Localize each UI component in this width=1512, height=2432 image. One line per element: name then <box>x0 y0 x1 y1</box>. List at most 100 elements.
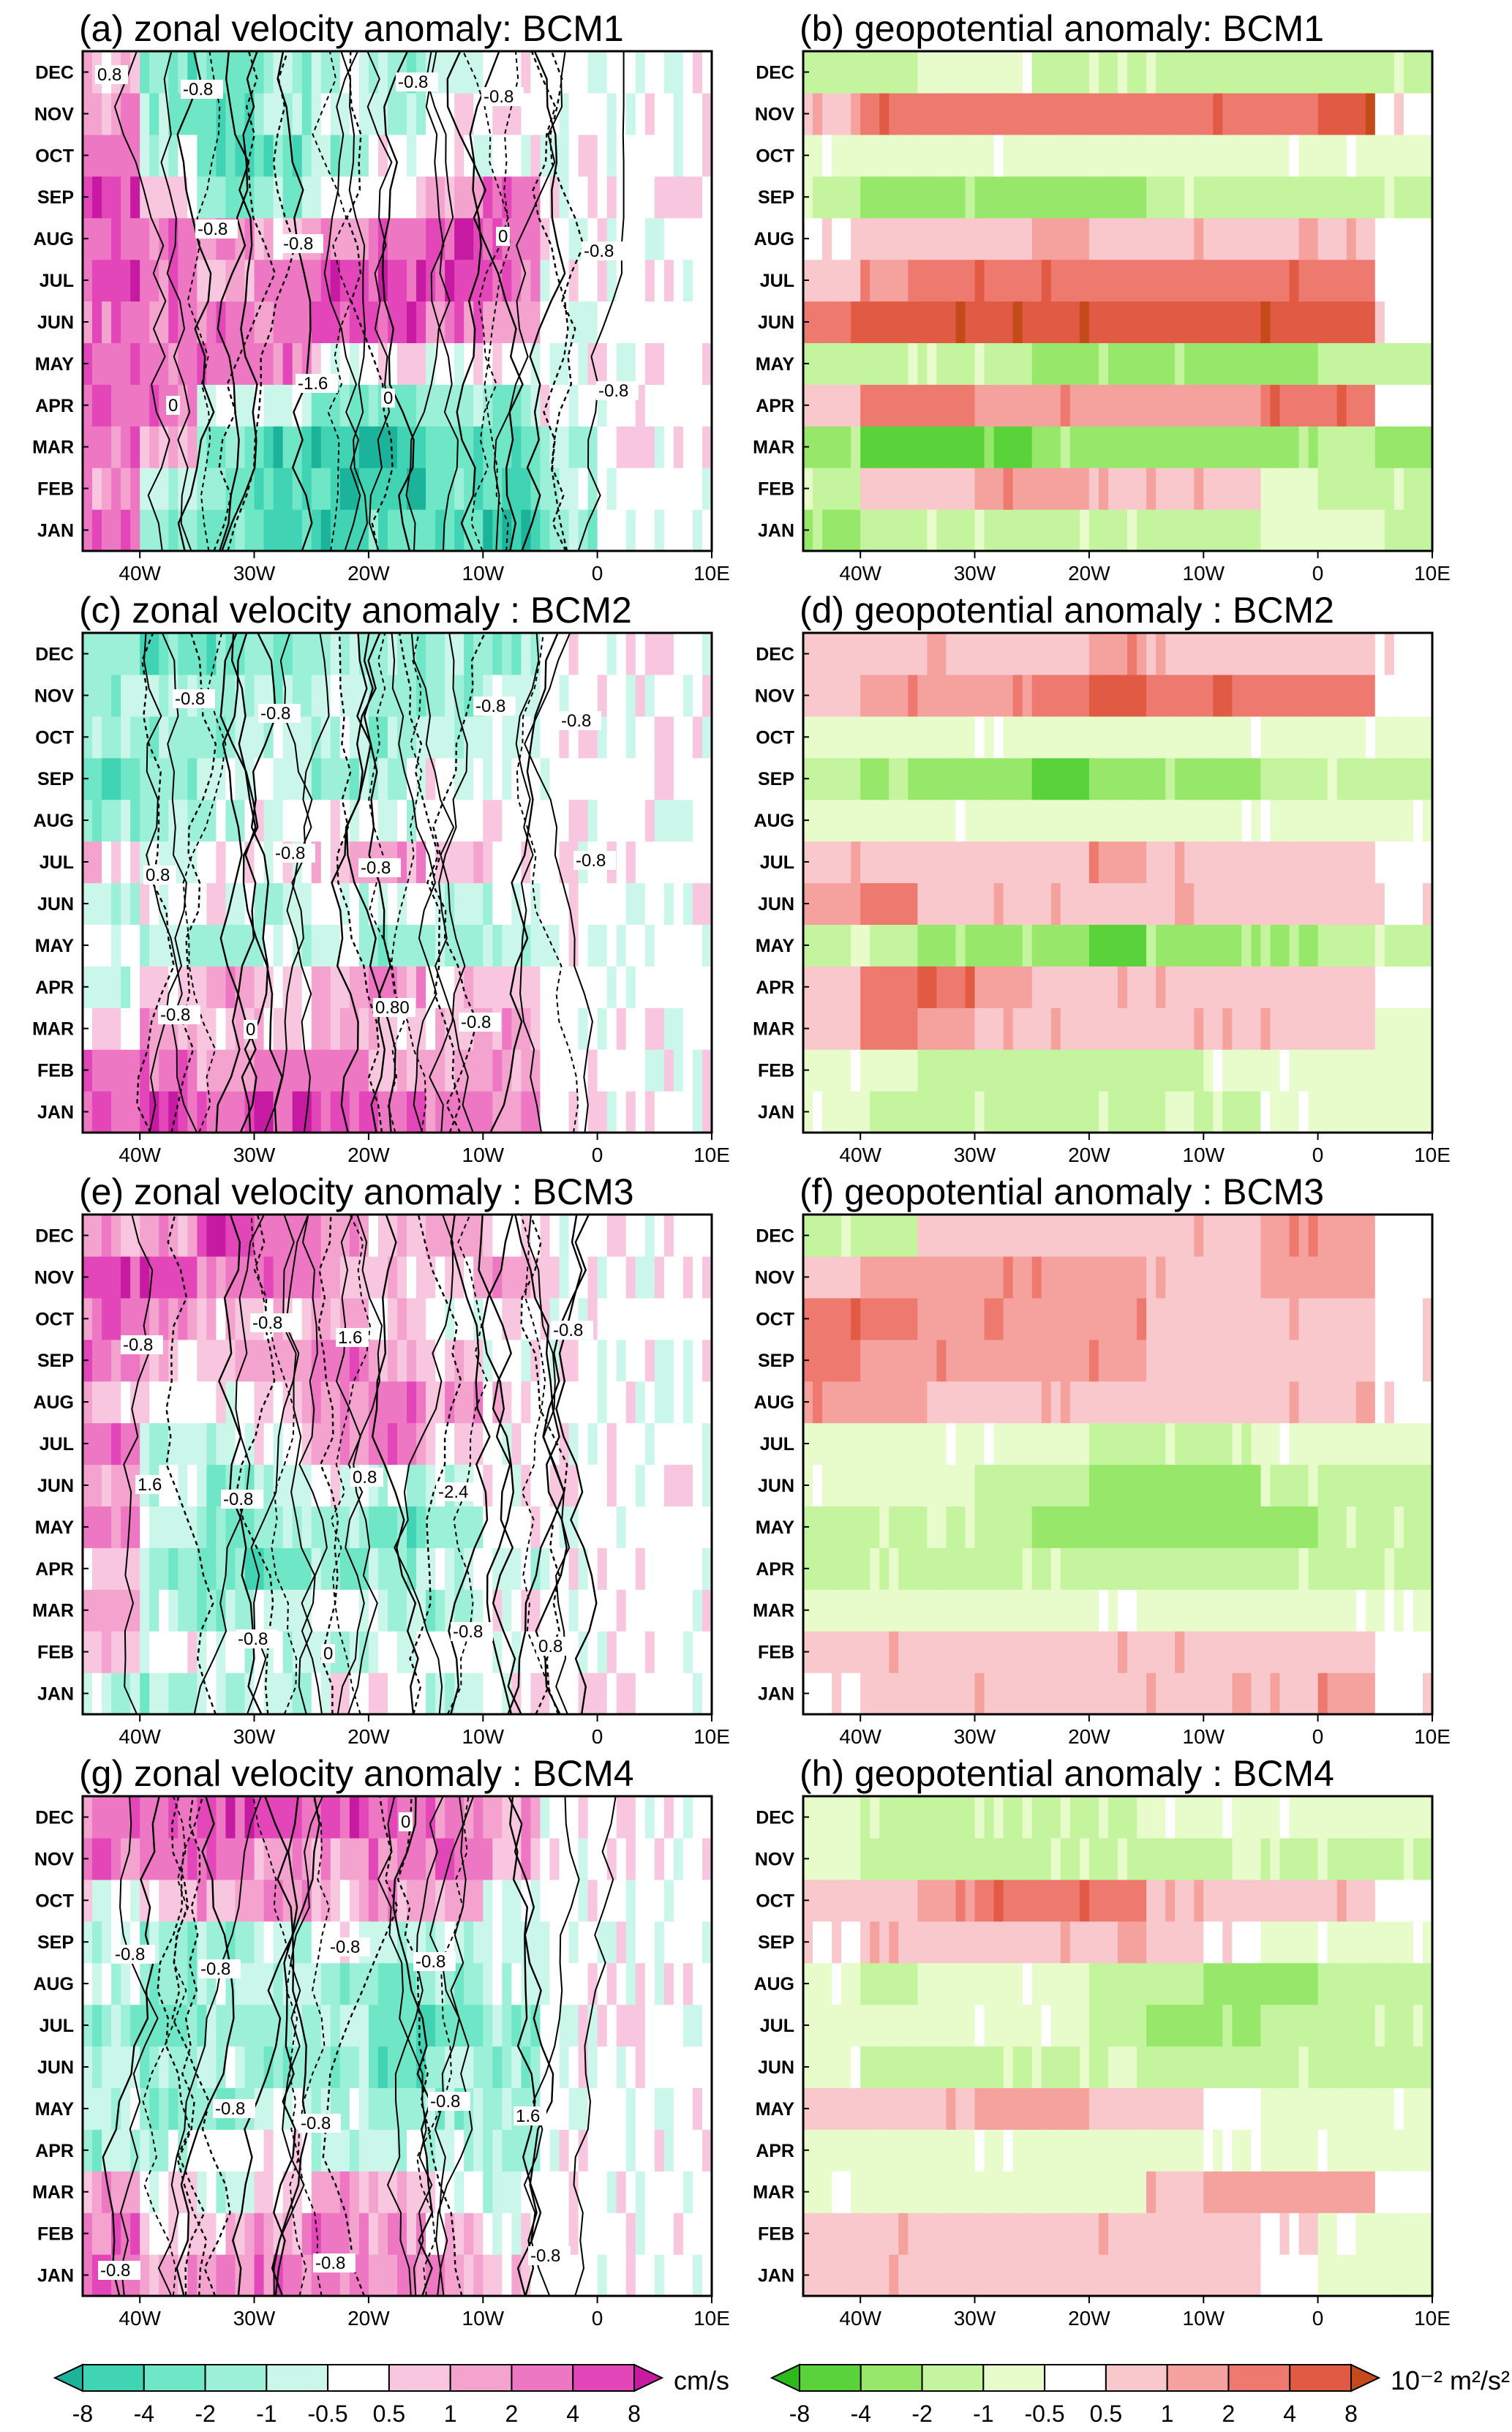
heat-cell <box>530 92 541 135</box>
heat-cell <box>1232 1091 1242 1133</box>
heat-cell <box>1336 1464 1347 1507</box>
heat-cell <box>1146 1589 1156 1632</box>
heat-cell <box>387 757 398 800</box>
heat-cell <box>1270 1506 1281 1548</box>
heat-cell <box>1175 799 1185 842</box>
heat-cell <box>387 1673 398 1715</box>
heat-cell <box>1355 509 1366 552</box>
heat-cell <box>1012 1381 1023 1424</box>
heat-cell <box>1374 1297 1385 1340</box>
heat-cell <box>889 1381 899 1424</box>
heat-cell <box>1184 882 1195 926</box>
heat-cell <box>159 1381 169 1424</box>
heat-cell <box>244 1049 255 1092</box>
heat-cell <box>682 1631 693 1673</box>
heat-cell <box>1012 841 1023 884</box>
heat-cell <box>1079 1091 1090 1133</box>
heat-cell <box>111 259 121 302</box>
heat-cell <box>464 882 474 926</box>
heat-cell <box>1346 1464 1357 1507</box>
heat-cell <box>521 1049 532 1092</box>
heat-cell <box>1175 882 1185 926</box>
heat-cell <box>1041 1049 1052 1092</box>
heat-cell <box>358 1007 369 1050</box>
heat-cell <box>254 217 265 260</box>
heat-cell <box>301 1381 312 1424</box>
heat-cell <box>445 633 455 675</box>
heat-cell <box>965 841 976 884</box>
heat-cell <box>559 468 570 510</box>
heat-cell <box>644 1547 655 1590</box>
heat-cell <box>625 51 636 94</box>
y-tick-label: OCT <box>756 146 794 166</box>
heat-cell <box>1279 1381 1290 1424</box>
heat-cell <box>1012 966 1023 1008</box>
heat-cell <box>492 1464 503 1507</box>
heat-cell <box>1355 468 1366 510</box>
heat-cell <box>841 1464 851 1507</box>
heat-cell <box>473 1049 484 1092</box>
heat-cell <box>368 176 379 219</box>
heat-cell <box>464 1256 474 1299</box>
heat-cell <box>1336 51 1347 94</box>
heat-cell <box>511 633 522 675</box>
heat-cell <box>397 966 407 1008</box>
heat-cell <box>1232 1049 1242 1092</box>
heat-cell <box>130 259 140 302</box>
heat-cell <box>311 633 322 675</box>
heat-cell <box>993 1049 1004 1092</box>
heat-cell <box>879 1589 889 1632</box>
heat-cell <box>692 1049 703 1092</box>
heat-cell <box>1175 1339 1185 1382</box>
heat-cell <box>1165 1297 1176 1340</box>
heat-cell <box>1137 1381 1147 1424</box>
heat-cell <box>159 757 169 800</box>
heat-cell <box>1289 1007 1300 1050</box>
heat-cell <box>235 799 246 842</box>
heat-cell <box>1213 757 1223 800</box>
heat-cell <box>1031 301 1042 344</box>
heat-cell <box>832 509 842 552</box>
heat-cell <box>851 841 861 884</box>
heat-cell <box>1012 1049 1023 1092</box>
heat-cell <box>1079 1547 1090 1590</box>
contour-label: -0.8 <box>484 87 514 107</box>
heat-cell <box>121 924 131 967</box>
heat-cell <box>1260 509 1271 552</box>
heat-cell <box>377 1631 388 1673</box>
heat-cell <box>130 1422 140 1465</box>
heat-cell <box>927 674 938 717</box>
heat-cell <box>879 799 889 842</box>
heat-cell <box>692 966 703 1008</box>
heat-cell <box>1213 1422 1223 1465</box>
heat-cell <box>1079 51 1090 94</box>
heat-cell <box>1031 468 1042 510</box>
heat-cell <box>339 92 350 135</box>
heat-cell <box>549 716 560 759</box>
heat-cell <box>1088 1297 1099 1340</box>
heat-cell <box>965 1506 976 1548</box>
heat-cell <box>292 1215 303 1257</box>
heat-cell <box>511 217 522 260</box>
heat-cell <box>955 384 966 427</box>
heat-cell <box>1069 426 1080 468</box>
heat-cell <box>1069 217 1080 260</box>
heat-cell <box>860 51 870 94</box>
heat-cell <box>606 1215 617 1257</box>
heat-cell <box>1041 1297 1052 1340</box>
heat-cell <box>606 716 617 759</box>
heat-cell <box>1393 1049 1404 1092</box>
heat-cell <box>1298 841 1309 884</box>
heat-cell <box>1194 342 1204 385</box>
heat-cell <box>530 924 541 967</box>
heat-cell <box>673 384 684 427</box>
heat-cell <box>1213 1007 1223 1050</box>
heat-cell <box>254 1506 265 1548</box>
heat-cell <box>445 509 455 552</box>
heat-cell <box>1336 1297 1347 1340</box>
heat-cell <box>1346 716 1357 759</box>
heat-cell <box>168 1049 178 1092</box>
heat-cell <box>435 426 445 468</box>
heat-cell <box>1298 799 1309 842</box>
heat-cell <box>597 92 608 135</box>
